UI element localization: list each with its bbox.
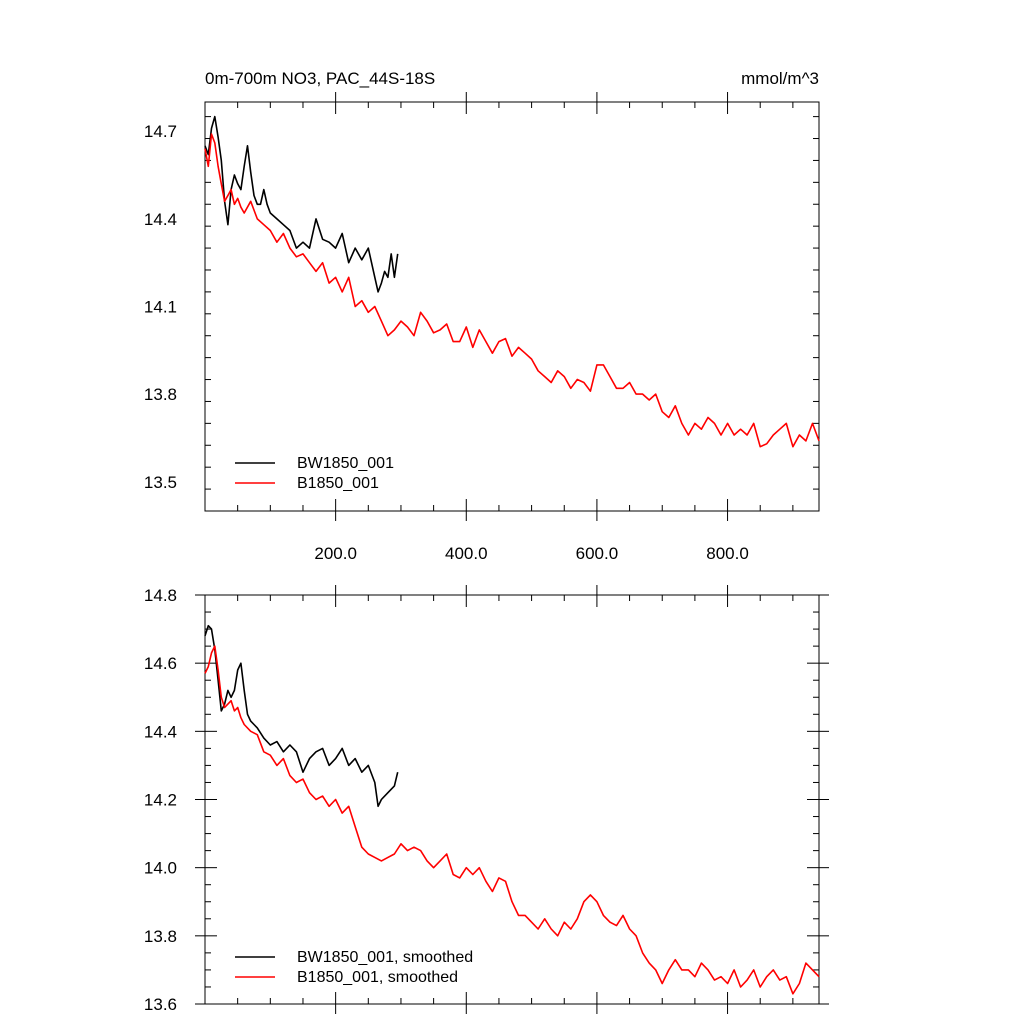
y-tick-label: 14.0 <box>144 859 177 878</box>
x-tick-label: 800.0 <box>706 544 749 563</box>
top-plot-series <box>204 115 820 448</box>
y-tick-label: 13.8 <box>144 927 177 946</box>
series-line-0 <box>204 115 399 293</box>
x-tick-label: 600.0 <box>576 544 619 563</box>
series-line-1 <box>204 645 820 995</box>
y-tick-label: 14.6 <box>144 654 177 673</box>
series-line-1 <box>204 133 820 448</box>
x-tick-label: 200.0 <box>314 544 357 563</box>
legend-label: BW1850_001, smoothed <box>297 949 473 966</box>
top-plot-legend: BW1850_001 B1850_001 <box>235 455 394 492</box>
top-plot-ticks: 200.0 400.0 600.0 800.0 13.5 13.8 14.1 14.4 14.7 <box>144 92 819 563</box>
bottom-plot-series <box>204 624 820 995</box>
y-tick-label: 14.7 <box>144 122 177 141</box>
top-plot-title: 0m-700m NO3, PAC_44S-18S <box>205 69 435 88</box>
bottom-plot-legend: BW1850_001, smoothed B1850_001, smoothed <box>235 949 473 986</box>
y-tick-label: 14.4 <box>144 722 177 741</box>
legend-label: B1850_001 <box>297 475 379 492</box>
top-plot: 0m-700m NO3, PAC_44S-18S mmol/m^3 200.0 4… <box>144 69 820 563</box>
x-tick-label: 400.0 <box>445 544 488 563</box>
bottom-plot-frame <box>204 594 820 1005</box>
bottom-plot: 13.6 13.8 14.0 14.2 14.4 14.6 14.8 BW1850_001,… <box>144 585 829 1014</box>
legend-label: B1850_001, smoothed <box>297 969 458 986</box>
bottom-plot-ticks: 13.6 13.8 14.0 14.2 14.4 14.6 14.8 <box>144 585 829 1014</box>
y-tick-label: 14.2 <box>144 791 177 810</box>
y-tick-label: 13.8 <box>144 385 177 404</box>
top-plot-units: mmol/m^3 <box>741 69 819 88</box>
y-tick-label: 14.4 <box>144 210 177 229</box>
y-tick-label: 13.5 <box>144 473 177 492</box>
top-plot-frame <box>204 101 820 512</box>
series-line-0 <box>204 624 399 808</box>
y-tick-label: 14.1 <box>144 298 177 317</box>
y-tick-label: 14.8 <box>144 586 177 605</box>
legend-label: BW1850_001 <box>297 455 394 472</box>
y-tick-label: 13.6 <box>144 995 177 1014</box>
